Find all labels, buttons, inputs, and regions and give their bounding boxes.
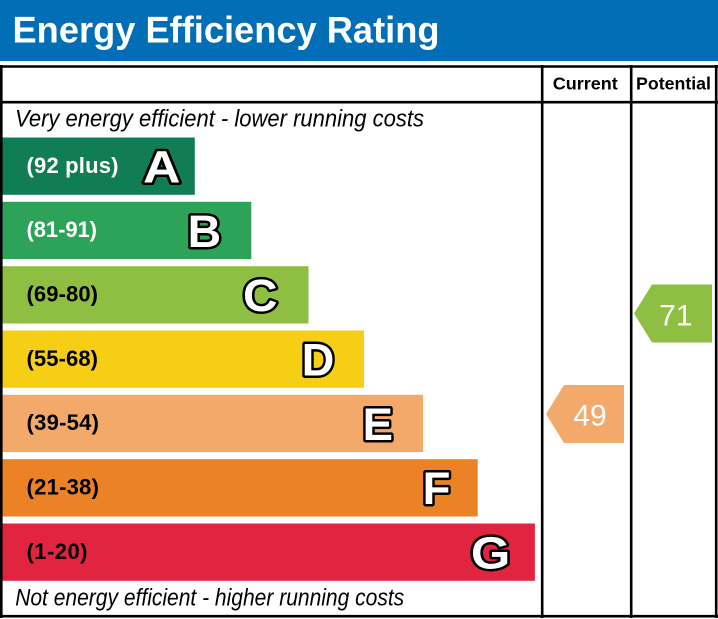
svg-text:D: D [302,335,335,386]
svg-text:Very energy efficient - lower: Very energy efficient - lower running co… [15,105,424,132]
svg-text:(69-80): (69-80) [27,282,99,307]
svg-text:Energy Efficiency Rating: Energy Efficiency Rating [13,10,440,51]
svg-text:A: A [143,142,181,193]
svg-text:71: 71 [659,300,692,333]
svg-text:C: C [243,270,278,321]
svg-text:49: 49 [573,399,606,432]
svg-text:Potential: Potential [636,74,711,94]
svg-text:(92 plus): (92 plus) [27,153,119,178]
svg-text:F: F [423,463,451,514]
svg-text:(55-68): (55-68) [27,346,99,371]
svg-text:(1-20): (1-20) [27,539,88,564]
svg-text:(39-54): (39-54) [27,410,100,435]
svg-text:(21-38): (21-38) [27,475,100,500]
svg-text:(81-91): (81-91) [27,217,98,242]
svg-text:E: E [363,399,393,450]
svg-text:G: G [471,528,511,579]
svg-text:Current: Current [553,74,618,94]
svg-text:Not energy efficient - higher: Not energy efficient - higher running co… [15,584,404,611]
svg-text:B: B [188,206,222,257]
